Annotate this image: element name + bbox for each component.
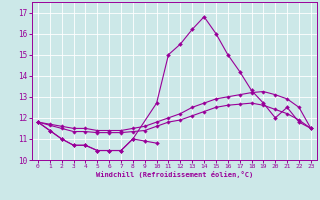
X-axis label: Windchill (Refroidissement éolien,°C): Windchill (Refroidissement éolien,°C): [96, 171, 253, 178]
